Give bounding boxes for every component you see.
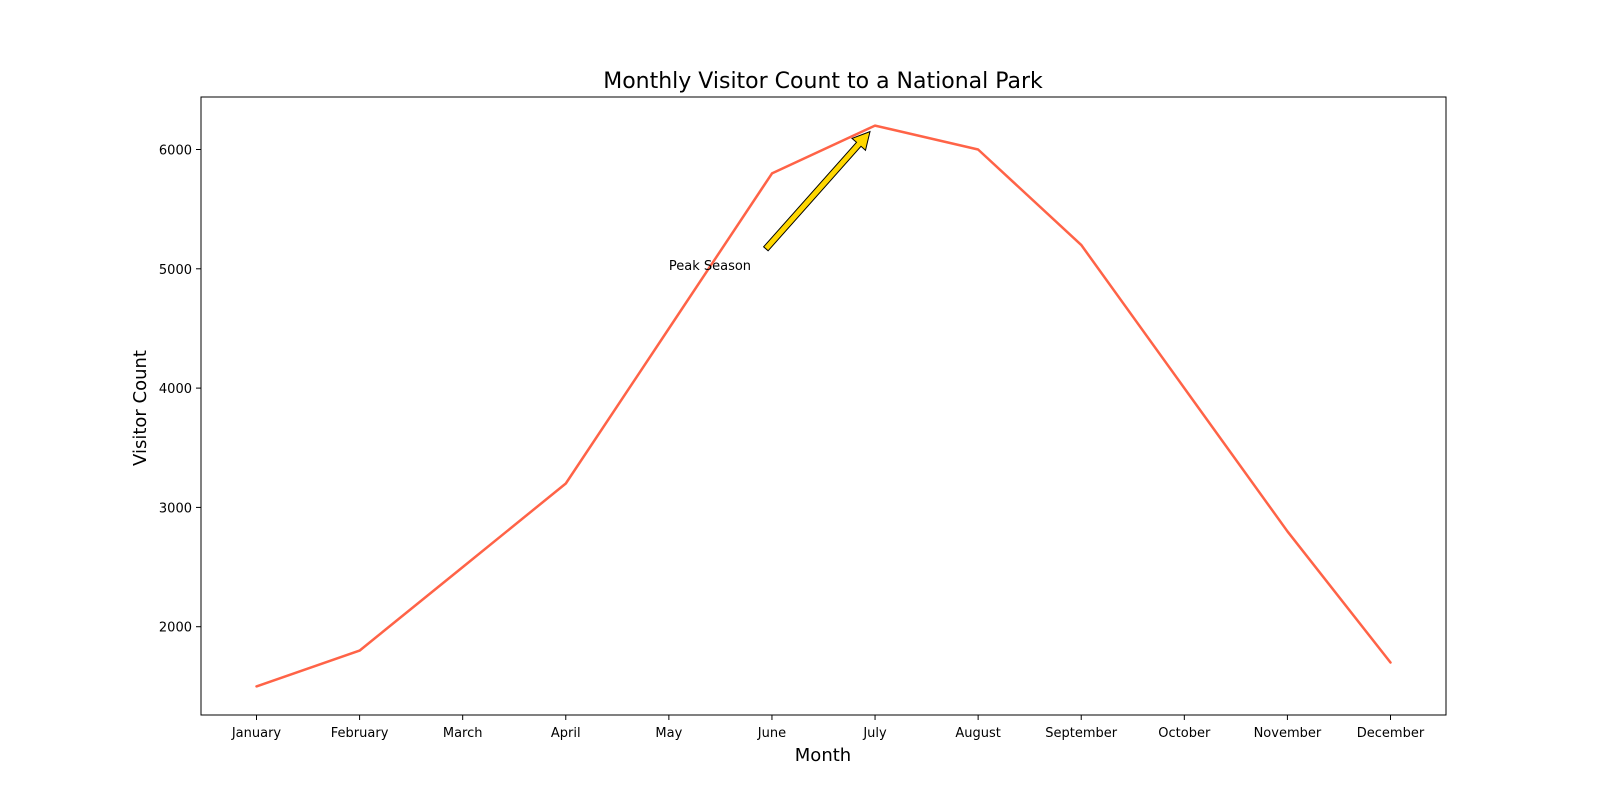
x-tick-label: November [1254,726,1322,741]
x-tick-label: September [1045,726,1118,741]
y-tick-label: 5000 [159,263,192,278]
x-tick-label: July [862,726,887,741]
chart-title: Monthly Visitor Count to a National Park [603,69,1043,94]
x-axis-label: Month [795,745,851,766]
x-tick-label: February [331,726,389,741]
annotation-text: Peak Season [669,259,751,274]
y-tick-label: 4000 [159,382,192,397]
x-tick-label: August [955,726,1001,741]
x-tick-label: December [1357,726,1425,741]
x-tick-label: April [551,726,581,741]
y-axis-label: Visitor Count [130,350,151,466]
x-tick-label: March [443,726,483,741]
y-tick-label: 3000 [159,501,192,516]
annotation-arrow [762,130,871,252]
plot-area: January February March April May June July Augu… [159,96,1447,741]
x-tick-label: June [757,726,786,741]
axes-frame [200,96,1447,716]
x-tick-label: October [1158,726,1211,741]
x-tick-label: January [231,726,282,741]
x-tick-label: May [655,726,682,741]
series-line [255,124,1392,688]
y-tick-label: 6000 [159,143,192,158]
y-tick-label: 2000 [159,621,192,636]
